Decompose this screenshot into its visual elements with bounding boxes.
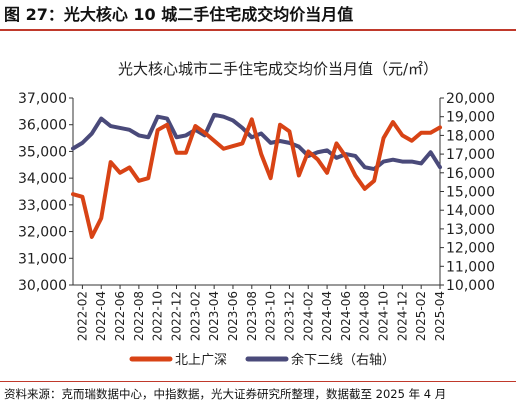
x-axis-tick-label: 2022-08 xyxy=(132,291,146,341)
source-note: 资料来源：克而瑞数据中心，中指数据，光大证券研究所整理，数据截至 2025 年 … xyxy=(4,387,447,401)
x-axis-tick-label: 2024-04 xyxy=(320,291,334,341)
left-axis-tick-label: 35,000 xyxy=(18,144,67,160)
x-axis-tick-label: 2022-02 xyxy=(75,291,89,341)
right-axis-tick-label: 18,000 xyxy=(446,128,495,144)
x-axis-tick-label: 2022-04 xyxy=(94,291,108,341)
chart: 光大核心城市二手住宅成交均价当月值（元/㎡） 30,000 31,000 32,00… xyxy=(18,60,495,368)
right-axis-tick-label: 10,000 xyxy=(446,278,495,294)
right-axis-tick-label: 13,000 xyxy=(446,222,495,238)
left-axis-tick-label: 31,000 xyxy=(18,251,67,267)
x-axis-tick-label: 2024-08 xyxy=(358,291,372,341)
source-rule xyxy=(0,381,516,382)
x-axis-tick-label: 2024-02 xyxy=(301,291,315,341)
left-axis-tick-label: 37,000 xyxy=(18,91,67,107)
left-axis-tick-label: 34,000 xyxy=(18,171,67,187)
x-axis-tick-label: 2023-12 xyxy=(282,291,296,341)
right-axis-ticks: 10,000 11,000 12,000 13,000 14,000 15,000 16,0… xyxy=(440,91,495,294)
x-axis-tick-label: 2022-10 xyxy=(151,291,165,341)
right-axis-tick-label: 12,000 xyxy=(446,241,495,257)
right-axis-tick-label: 17,000 xyxy=(446,147,495,163)
figure-label: 图 27：光大核心 10 城二手住宅成交均价当月值 xyxy=(4,5,354,24)
left-axis-tick-label: 32,000 xyxy=(18,225,67,241)
right-axis-tick-label: 19,000 xyxy=(446,110,495,126)
left-axis-ticks: 30,000 31,000 32,000 33,000 34,000 35,000 36,0… xyxy=(18,91,73,294)
legend-label-series-2: 余下二线（右轴） xyxy=(291,352,395,368)
x-axis-tick-label: 2023-04 xyxy=(207,291,221,341)
x-axis-tick-label: 2025-02 xyxy=(414,291,428,341)
x-axis-tick-label: 2023-08 xyxy=(245,291,259,341)
legend-label-series-1: 北上广深 xyxy=(175,353,227,368)
x-axis-tick-label: 2025-04 xyxy=(433,291,447,341)
right-axis-tick-label: 11,000 xyxy=(446,259,495,275)
x-axis-tick-label: 2023-02 xyxy=(188,291,202,341)
left-axis-tick-label: 33,000 xyxy=(18,198,67,214)
title-rule xyxy=(0,29,516,31)
x-axis-tick-label: 2022-06 xyxy=(113,291,127,341)
x-axis-tick-label: 2023-10 xyxy=(264,291,278,341)
right-axis-tick-label: 15,000 xyxy=(446,185,495,201)
x-axis-tick-label: 2022-12 xyxy=(170,291,184,341)
legend: 北上广深 余下二线（右轴） xyxy=(129,352,395,368)
series-lines xyxy=(71,112,442,239)
x-axis-tick-label: 2023-06 xyxy=(226,291,240,341)
right-axis-tick-label: 14,000 xyxy=(446,203,495,219)
right-axis-tick-label: 20,000 xyxy=(446,91,495,107)
x-axis-tick-label: 2024-10 xyxy=(377,291,391,341)
right-axis-tick-label: 16,000 xyxy=(446,166,495,182)
chart-title: 光大核心城市二手住宅成交均价当月值（元/㎡） xyxy=(118,60,438,78)
left-axis-tick-label: 36,000 xyxy=(18,118,67,134)
x-axis-ticks: 2022-02 2022-04 2022-06 2022-08 2022-10 2022-… xyxy=(75,285,447,341)
left-axis-tick-label: 30,000 xyxy=(18,278,67,294)
x-axis-tick-label: 2024-06 xyxy=(339,291,353,341)
series-line-1 xyxy=(71,117,442,239)
x-axis-tick-label: 2024-12 xyxy=(395,291,409,341)
